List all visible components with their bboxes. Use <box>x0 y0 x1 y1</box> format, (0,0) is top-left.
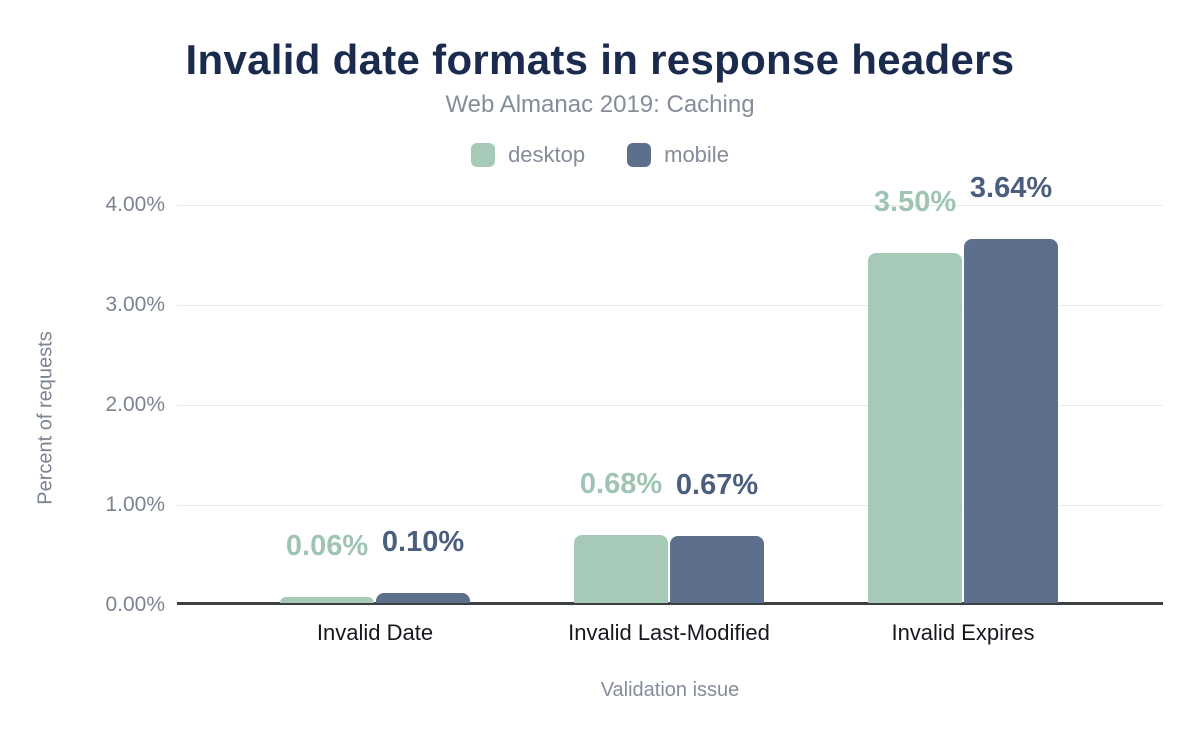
x-axis-categories: Invalid Date Invalid Last-Modified Invalid… <box>177 620 1163 650</box>
legend-swatch-desktop <box>471 143 496 167</box>
bar-value-label-mobile-invalid-expires: 3.64% <box>969 172 1053 204</box>
y-axis-ticks: 0.00% 1.00% 2.00% 3.00% 4.00% <box>0 193 165 616</box>
bar-mobile-invalid-expires[interactable] <box>964 239 1058 603</box>
legend-item-mobile: mobile <box>627 142 729 168</box>
bar-desktop-invalid-date[interactable] <box>280 597 374 603</box>
gridline <box>177 505 1163 506</box>
bar-value-label-desktop-invalid-expires: 3.50% <box>873 186 957 218</box>
gridline <box>177 305 1163 306</box>
bar-mobile-invalid-date[interactable] <box>376 593 470 603</box>
y-tick-label: 4.00% <box>105 193 165 216</box>
bar-value-label-mobile-invalid-date: 0.10% <box>381 526 465 558</box>
bar-value-label-desktop-invalid-last-modified: 0.68% <box>579 468 663 500</box>
legend-label: mobile <box>664 142 729 167</box>
gridline <box>177 405 1163 406</box>
y-tick-label: 1.00% <box>105 493 165 516</box>
x-category-label-invalid-date: Invalid Date <box>316 620 434 645</box>
legend-swatch-mobile <box>627 143 652 167</box>
x-axis-title: Validation issue <box>600 679 740 701</box>
chart-title: Invalid date formats in response headers <box>185 36 1015 83</box>
legend-item-desktop: desktop <box>471 142 585 168</box>
bar-value-label-mobile-invalid-last-modified: 0.67% <box>675 469 759 501</box>
legend: desktop mobile <box>0 142 1200 168</box>
bar-desktop-invalid-last-modified[interactable] <box>574 535 668 603</box>
y-tick-label: 3.00% <box>105 293 165 316</box>
chart-subtitle: Web Almanac 2019: Caching <box>445 91 755 118</box>
x-category-label-invalid-expires: Invalid Expires <box>891 620 1035 645</box>
bar-desktop-invalid-expires[interactable] <box>868 253 962 603</box>
plot-area: 0.06% 0.10% 0.68% 0.67% 3.50% 3.64% <box>177 174 1163 605</box>
y-tick-label: 2.00% <box>105 393 165 416</box>
bar-mobile-invalid-last-modified[interactable] <box>670 536 764 603</box>
legend-label: desktop <box>508 142 586 167</box>
x-category-label-invalid-last-modified: Invalid Last-Modified <box>568 620 770 645</box>
x-axis-line <box>177 602 1163 605</box>
gridline <box>177 205 1163 206</box>
bar-value-label-desktop-invalid-date: 0.06% <box>285 530 369 562</box>
y-tick-label: 0.00% <box>105 593 165 616</box>
